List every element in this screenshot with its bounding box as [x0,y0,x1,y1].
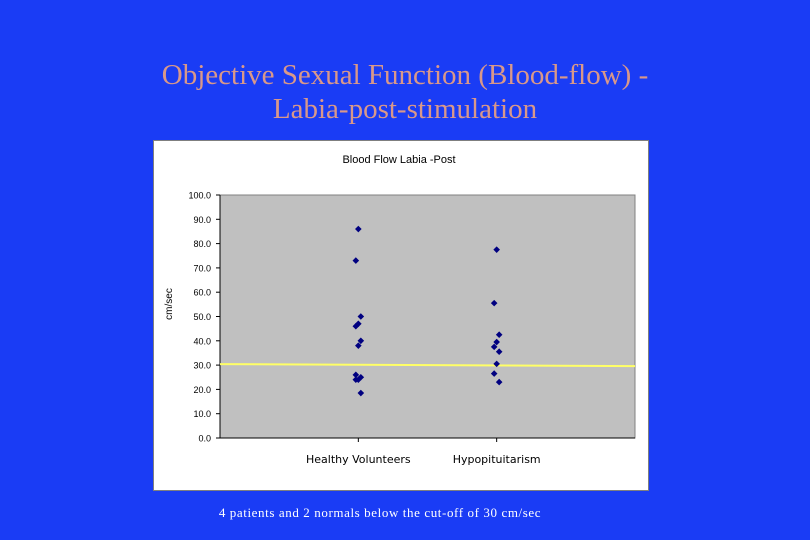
y-tick-label: 100.0 [188,191,211,201]
data-point [493,360,500,368]
y-tick-label: 40.0 [193,336,211,346]
x-ticks: Healthy Volunteers Hypopituitarism [306,438,541,466]
y-tick-label: 60.0 [193,288,211,298]
data-point [357,313,365,320]
y-axis-label: cm/sec [164,288,175,320]
data-point [495,331,503,339]
data-point [355,320,362,328]
slide-title-line-1: Objective Sexual Function (Blood-flow) - [161,59,649,91]
data-point [355,225,362,233]
data-point [352,322,360,330]
data-point [490,299,498,307]
footnote: 4 patients and 2 normals below the cut-o… [218,505,542,520]
plot-area [219,194,636,439]
cutoff-line [219,363,636,368]
data-point [357,389,365,397]
y-tick-label: 90.0 [193,215,211,225]
y-tick-label: 0.0 [198,434,211,444]
cutoff-line-group [219,363,636,368]
data-point [357,373,365,381]
y-tick-label: 30.0 [193,361,211,371]
y-tick-label: 50.0 [193,312,211,322]
x-tick-label: Healthy Volunteers [306,453,411,466]
chart-title: Blood Flow Labia -Post [342,154,455,166]
x-tick-label: Hypopituitarism [453,453,541,466]
data-point [352,376,360,383]
data-point [493,338,500,346]
y-tick-label: 70.0 [193,263,211,273]
slide-title-line-2: Labia-post-stimulation [272,93,538,125]
y-tick-label: 20.0 [193,385,211,395]
slide-title: Objective Sexual Function (Blood-flow) -… [0,58,810,126]
blood-flow-chart: Blood Flow Labia -Post cm/sec 0.0 10.0 20.… [164,154,636,466]
data-point [352,257,360,264]
y-tick-label: 80.0 [193,239,211,249]
data-point [352,371,360,379]
y-ticks: 0.0 10.0 20.0 30.0 40.0 50.0 60.0 70.0 80.0 90.0 1… [188,191,220,444]
data-point [357,337,365,345]
data-point [495,348,503,356]
data-point [495,378,503,386]
chart-frame: Blood Flow Labia -Post cm/sec 0.0 10.0 20.… [153,140,649,491]
data-point [490,343,498,351]
y-tick-label: 10.0 [193,409,211,419]
data-point [355,342,362,349]
data-point [490,370,498,377]
